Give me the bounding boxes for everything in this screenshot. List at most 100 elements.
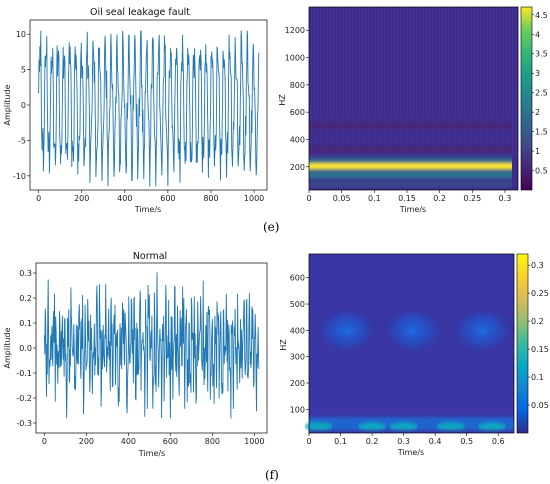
- x-tick-label: 0.5: [460, 437, 473, 446]
- x-tick-label: 1000: [244, 194, 264, 203]
- low-frequency-patch: [304, 422, 333, 431]
- x-tick-label: 0.4: [429, 437, 442, 446]
- y-tick-label: 600: [290, 108, 305, 117]
- x-tick-label: 0.1: [368, 194, 381, 203]
- y-tick-label: 200: [290, 379, 305, 388]
- energy-blob: [312, 304, 381, 357]
- colorbar: [516, 253, 529, 434]
- x-axis-label: Time/s: [138, 449, 165, 458]
- x-tick-label: 0.1: [334, 437, 347, 446]
- y-tick-label: -5: [18, 136, 26, 145]
- heatmap-blobs: [312, 304, 517, 357]
- x-tick-label: 0: [306, 194, 311, 203]
- y-tick-label: 0: [21, 101, 26, 110]
- y-tick-label: 800: [290, 81, 305, 90]
- x-tick-label: 0.05: [333, 194, 351, 203]
- y-tick-label: 1200: [285, 26, 305, 35]
- x-tick-label: 1000: [244, 437, 264, 446]
- panel-label-f: (f): [265, 468, 279, 482]
- x-tick-label: 0.3: [397, 437, 410, 446]
- chart-e-spectrogram: 0 0.05 0.1 0.15 0.2 0.25 0.3200400600800100012…: [278, 6, 548, 214]
- x-tick-label: 0.15: [398, 194, 416, 203]
- signal-line: [43, 272, 260, 419]
- energy-blob: [379, 304, 448, 357]
- y-tick-label: 600: [290, 274, 305, 283]
- y-tick-label: 400: [290, 326, 305, 335]
- x-tick-label: 800: [205, 437, 220, 446]
- colorbar-ticks: 0.5 1 1.5 2 2.5 3 3.5 4 4.5: [532, 11, 548, 176]
- y-tick-label: 400: [290, 135, 305, 144]
- heatmap-low-band: [304, 417, 514, 431]
- heatmap-texture: [309, 7, 518, 157]
- chart-title: Oil seal leakage fault: [90, 7, 190, 18]
- x-tick-label: 0: [36, 194, 41, 203]
- colorbar-tick-label: 0.3: [531, 261, 544, 270]
- colorbar-tick-label: 3.5: [535, 50, 548, 59]
- y-tick-label: -10: [13, 172, 26, 181]
- panel-label-e: (e): [263, 220, 279, 234]
- low-frequency-patch: [389, 422, 418, 431]
- colorbar-tick-label: 0.15: [531, 345, 549, 354]
- low-frequency-patch: [436, 422, 465, 431]
- colorbar-ticks: 0.05 0.1 0.15 0.2 0.25 0.3: [528, 261, 549, 410]
- x-tick-label: 0: [306, 437, 311, 446]
- chart-e-time-series: Oil seal leakage fault 0 200 400 600 800 1000…: [3, 7, 268, 214]
- chart-f-spectrogram: 0 0.1 0.2 0.3 0.4 0.5 0.6 100 200 300 400 500 600 Ti…: [279, 253, 549, 457]
- x-axis-label: Time/s: [134, 205, 161, 214]
- x-tick-label: 400: [121, 437, 136, 446]
- y-tick-label: -0.2: [16, 394, 32, 403]
- y-axis-label: Amplitude: [3, 84, 12, 125]
- x-tick-label: 600: [163, 437, 178, 446]
- y-tick-label: 0.2: [19, 294, 32, 303]
- x-tick-label: 800: [203, 194, 218, 203]
- axis-ticks: 0 0.1 0.2 0.3 0.4 0.5 0.6 100 200 300 400 500 600: [290, 274, 505, 446]
- colorbar-tick-label: 4.5: [535, 11, 548, 20]
- x-tick-label: 0.2: [433, 194, 446, 203]
- y-tick-label: 0.1: [19, 319, 32, 328]
- x-axis-label: Time/s: [397, 448, 424, 457]
- y-tick-label: 500: [290, 300, 305, 309]
- x-tick-label: 0.25: [463, 194, 481, 203]
- y-tick-label: 300: [290, 353, 305, 362]
- x-tick-label: 200: [74, 194, 89, 203]
- colorbar-tick-label: 3: [535, 69, 540, 78]
- y-tick-label: 5: [21, 66, 26, 75]
- y-tick-label: -0.1: [16, 369, 32, 378]
- colorbar-tick-label: 0.05: [531, 401, 549, 410]
- axis-ticks: 0 200 400 600 800 1000 -10 -5 0 5 10: [13, 30, 264, 203]
- colorbar-tick-label: 1.5: [535, 128, 548, 137]
- x-tick-label: 0.2: [366, 437, 379, 446]
- y-tick-label: 10: [16, 30, 26, 39]
- spectral-band: [309, 173, 512, 180]
- spectral-band: [309, 122, 512, 129]
- colorbar-tick-label: 0.25: [531, 289, 549, 298]
- y-axis-label: HZ: [279, 339, 288, 351]
- spectral-band: [309, 146, 512, 153]
- colorbar-tick-label: 2.5: [535, 89, 548, 98]
- axis-ticks: 0 0.05 0.1 0.15 0.2 0.25 0.3 200 400 600 800 1000 12…: [285, 26, 512, 203]
- colorbar-tick-label: 4: [535, 30, 540, 39]
- x-tick-label: 0: [42, 437, 47, 446]
- spectral-band: [309, 181, 512, 188]
- low-frequency-patch: [358, 422, 387, 431]
- x-tick-label: 0.3: [499, 194, 512, 203]
- signal-line: [38, 30, 260, 187]
- spectral-band-core: [309, 163, 512, 170]
- y-tick-label: 200: [290, 163, 305, 172]
- chart-f-time-series: Normal 0 200 400 600 800 1000-0.3-0.2-0.10.00…: [3, 251, 268, 458]
- y-tick-label: 0.3: [19, 269, 32, 278]
- x-tick-label: 200: [79, 437, 94, 446]
- plot-frame: [308, 253, 515, 434]
- colorbar-tick-label: 0.1: [531, 373, 544, 382]
- y-tick-label: 0.0: [19, 344, 32, 353]
- y-tick-label: 100: [290, 405, 305, 414]
- heatmap-bands: [309, 122, 512, 188]
- colorbar-tick-label: 1: [535, 147, 540, 156]
- colorbar-tick-label: 2: [535, 108, 540, 117]
- colorbar: [520, 6, 533, 191]
- axis-ticks: 0 200 400 600 800 1000 -0.3 -0.2 -0.1 0.0 0.1 0.2 0.…: [16, 269, 264, 446]
- y-axis-label: HZ: [278, 94, 287, 106]
- x-tick-label: 0.6: [492, 437, 505, 446]
- colorbar-tick-label: 0.5: [535, 167, 548, 176]
